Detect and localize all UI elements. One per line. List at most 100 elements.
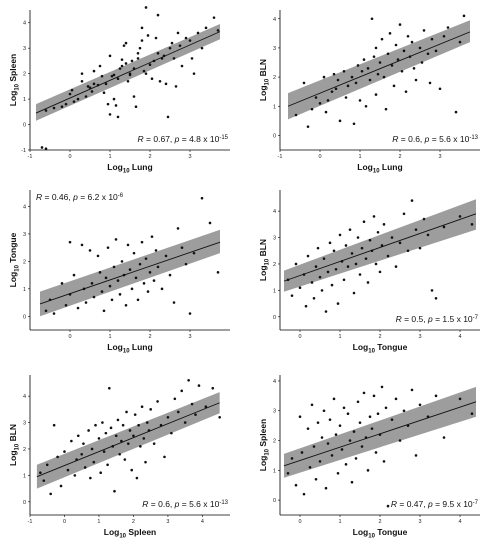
data-point xyxy=(130,59,134,63)
data-point xyxy=(80,72,84,75)
data-point xyxy=(52,106,56,110)
data-point xyxy=(110,298,114,302)
data-point xyxy=(116,279,120,282)
correlation-annotation: R = 0.67, p = 4.8 x 10-15 xyxy=(138,134,229,144)
data-point xyxy=(374,262,378,266)
data-point xyxy=(90,447,94,451)
data-point xyxy=(212,16,216,19)
data-point xyxy=(126,442,130,445)
data-point xyxy=(180,246,184,249)
data-point xyxy=(446,26,450,29)
y-tick-label: 2 xyxy=(23,447,26,453)
data-point xyxy=(98,64,102,68)
data-point xyxy=(310,403,314,407)
data-point xyxy=(314,477,318,481)
data-point xyxy=(211,386,215,390)
x-tick-label: 1 xyxy=(338,334,341,340)
data-point xyxy=(101,421,104,424)
y-tick-label: 4 xyxy=(23,204,26,210)
x-tick-label: 0 xyxy=(298,519,301,525)
data-point xyxy=(114,434,118,438)
data-point xyxy=(366,281,370,284)
data-point xyxy=(60,282,64,285)
data-point xyxy=(170,431,173,435)
data-point xyxy=(356,400,360,404)
y-tick-label: 3 xyxy=(23,421,26,427)
data-point xyxy=(118,293,122,296)
data-point xyxy=(218,415,221,419)
data-point xyxy=(82,442,85,445)
y-axis-label: Log10 Spleen xyxy=(258,419,271,472)
data-point xyxy=(434,297,438,300)
data-point xyxy=(346,412,350,416)
data-point xyxy=(154,249,158,252)
data-point xyxy=(346,265,350,268)
y-tick-label: 0 xyxy=(273,133,276,139)
data-point xyxy=(442,436,446,439)
data-point xyxy=(412,67,416,70)
data-point xyxy=(380,37,384,41)
data-point xyxy=(364,257,368,260)
data-point xyxy=(286,471,290,475)
data-point xyxy=(422,29,426,32)
data-point xyxy=(290,457,294,460)
data-point xyxy=(116,115,120,119)
data-point xyxy=(438,87,442,91)
x-tick-label: 1 xyxy=(97,519,100,525)
data-point xyxy=(344,463,348,466)
data-point xyxy=(382,223,386,226)
data-point xyxy=(142,282,146,285)
data-point xyxy=(338,233,342,237)
scatter-panel-6: 0 1 2 3 4 0 1 2 3 4 Log10 Tongue Log10 Spleen R = 0.… xyxy=(258,375,480,540)
data-point xyxy=(108,284,112,288)
data-point xyxy=(158,79,162,83)
scatter-panel-3: 0 1 2 3 0 1 2 3 4 Log10 Lung Log10 Tongue R = 0.46,… xyxy=(8,190,230,355)
data-point xyxy=(112,97,116,101)
data-point xyxy=(372,394,376,398)
data-point xyxy=(39,471,42,475)
data-point xyxy=(418,403,422,407)
data-point xyxy=(72,273,76,277)
data-point xyxy=(306,427,310,430)
confidence-band xyxy=(288,20,470,120)
x-tick-label: 3 xyxy=(166,519,169,525)
data-point xyxy=(302,492,306,496)
data-point xyxy=(360,445,364,448)
data-point xyxy=(394,397,398,401)
y-tick-label: 0 xyxy=(23,500,26,506)
data-point xyxy=(132,251,136,255)
y-tick-label: 0 xyxy=(273,498,276,504)
data-point xyxy=(398,439,402,442)
data-point xyxy=(430,37,434,41)
data-point xyxy=(378,61,382,64)
x-axis-label: Log10 Tongue xyxy=(353,342,408,355)
data-point xyxy=(342,278,346,282)
x-axis-label: Log10 Spleen xyxy=(104,527,157,540)
data-point xyxy=(336,78,340,82)
data-point xyxy=(145,421,149,424)
data-point xyxy=(358,273,362,276)
data-point xyxy=(360,69,364,73)
data-point xyxy=(390,64,394,67)
data-point xyxy=(392,84,396,88)
data-point xyxy=(73,474,77,477)
data-point xyxy=(149,408,152,411)
data-point xyxy=(136,51,140,55)
y-tick-label: 1 xyxy=(273,104,276,110)
data-point xyxy=(348,439,352,442)
data-point xyxy=(374,93,378,96)
regression-line xyxy=(287,31,471,107)
data-point xyxy=(346,84,350,88)
y-tick-label: 2 xyxy=(273,439,276,445)
data-point xyxy=(100,74,104,78)
y-tick-label: 1 xyxy=(273,288,276,294)
y-tick-label: 3 xyxy=(23,232,26,238)
x-tick-label: 4 xyxy=(201,519,204,525)
x-tick-label: 1 xyxy=(358,154,361,160)
data-point xyxy=(404,90,408,93)
data-point xyxy=(298,286,302,290)
data-point xyxy=(150,235,154,238)
data-point xyxy=(462,14,466,18)
y-tick-label: 3 xyxy=(273,236,276,242)
data-point xyxy=(92,295,96,299)
